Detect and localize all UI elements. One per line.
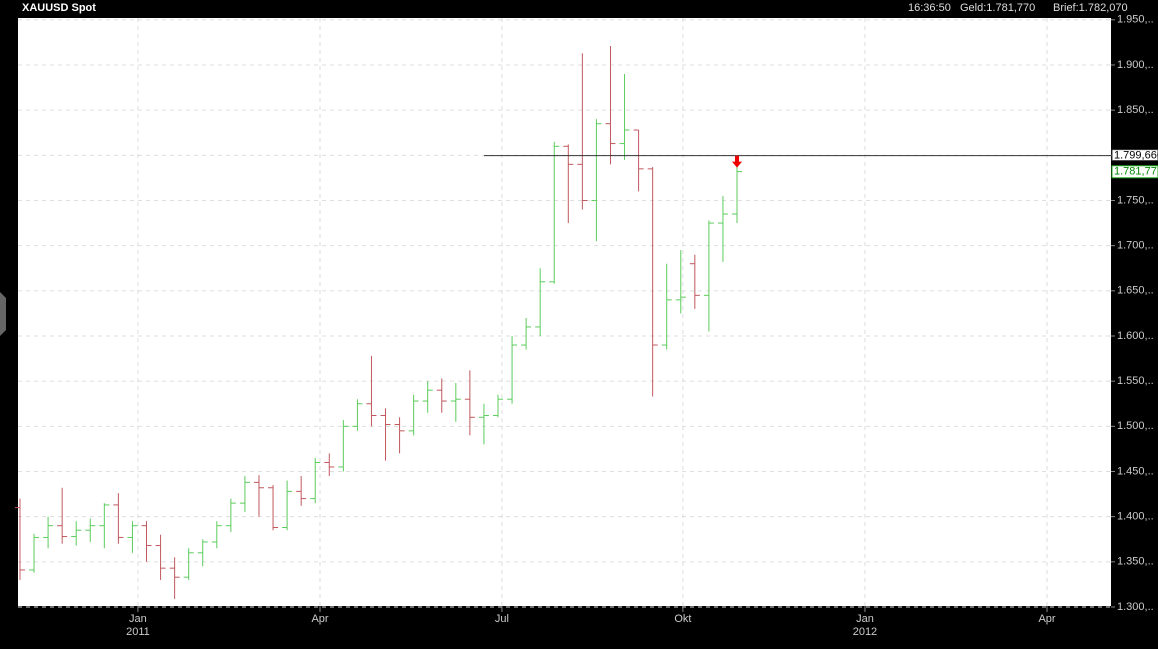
last-price-box <box>1111 165 1158 179</box>
y-tick-label: 1.350,.. <box>1117 556 1154 568</box>
plot-area <box>18 18 1111 606</box>
y-tick-label: 1.850,.. <box>1117 104 1154 116</box>
y-tick-label: 1.900,.. <box>1117 59 1154 71</box>
bid: Geld:1.781,770 <box>960 2 1035 14</box>
clock: 16:36:50 <box>908 2 951 14</box>
year-label: 2012 <box>853 626 877 638</box>
x-tick-label: Jan <box>129 613 147 625</box>
y-tick-label: 1.550,.. <box>1117 375 1154 387</box>
x-tick-label: Jan <box>856 613 874 625</box>
x-tick-label: Apr <box>311 613 328 625</box>
y-tick-label: 1.600,.. <box>1117 330 1154 342</box>
chart-title: XAUUSD Spot <box>22 2 96 14</box>
hline-label: 1.799,660 <box>1114 150 1158 162</box>
y-tick-label: 1.500,.. <box>1117 420 1154 432</box>
y-tick-label: 1.950,.. <box>1117 14 1154 26</box>
y-tick-label: 1.700,.. <box>1117 240 1154 252</box>
year-label: 2011 <box>126 626 150 638</box>
side-handle[interactable] <box>0 292 6 336</box>
ask: Brief:1.782,070 <box>1053 2 1128 14</box>
alert-arrow <box>732 155 743 168</box>
y-tick-label: 1.750,.. <box>1117 194 1154 206</box>
x-tick-label: Apr <box>1038 613 1055 625</box>
y-tick-label: 1.450,.. <box>1117 465 1154 477</box>
x-tick-label: Jul <box>495 613 509 625</box>
last-price-label: 1.781,77 <box>1114 166 1157 178</box>
x-tick-label: Okt <box>674 613 691 625</box>
y-tick-label: 1.400,.. <box>1117 511 1154 523</box>
y-tick-label: 1.300,.. <box>1117 601 1154 613</box>
y-tick-label: 1.650,.. <box>1117 285 1154 297</box>
hline-label-box <box>1111 149 1158 162</box>
